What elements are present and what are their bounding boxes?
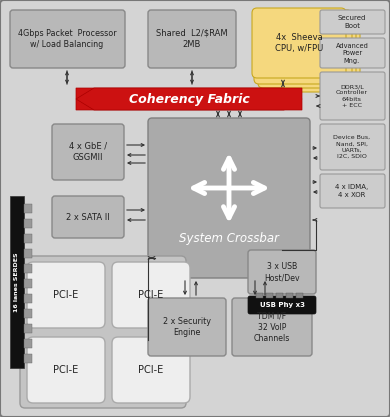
- FancyBboxPatch shape: [232, 298, 312, 356]
- Text: 16 lanes SERDES: 16 lanes SERDES: [14, 252, 20, 312]
- Bar: [286, 293, 293, 298]
- FancyBboxPatch shape: [320, 72, 385, 120]
- Bar: [24, 354, 32, 363]
- FancyBboxPatch shape: [254, 10, 352, 84]
- Text: 2 x Security
Engine: 2 x Security Engine: [163, 317, 211, 337]
- Bar: [24, 219, 32, 228]
- Text: PCI-E: PCI-E: [53, 290, 79, 300]
- Text: Advanced
Power
Mng.: Advanced Power Mng.: [335, 43, 369, 63]
- Text: 4x  Sheeva
CPU, w/FPU: 4x Sheeva CPU, w/FPU: [275, 33, 323, 53]
- Text: 2 x SATA II: 2 x SATA II: [66, 213, 110, 221]
- FancyBboxPatch shape: [262, 18, 360, 92]
- Bar: [24, 264, 32, 273]
- FancyBboxPatch shape: [112, 262, 190, 328]
- FancyBboxPatch shape: [52, 196, 124, 238]
- FancyBboxPatch shape: [248, 296, 316, 314]
- Text: System Crossbar: System Crossbar: [179, 231, 279, 244]
- Text: PCI-E: PCI-E: [53, 365, 79, 375]
- Bar: [256, 293, 263, 298]
- Bar: [24, 339, 32, 348]
- FancyBboxPatch shape: [320, 10, 385, 34]
- FancyBboxPatch shape: [320, 38, 385, 68]
- Text: TDM I/F
32 VoIP
Channels: TDM I/F 32 VoIP Channels: [254, 311, 290, 343]
- Bar: [24, 324, 32, 333]
- FancyBboxPatch shape: [148, 10, 236, 68]
- Text: DDR3/L
Controller
64bits
+ ECC: DDR3/L Controller 64bits + ECC: [336, 84, 368, 108]
- Text: Device Bus,
Nand, SPI,
UARTs,
I2C, SDIO: Device Bus, Nand, SPI, UARTs, I2C, SDIO: [333, 135, 370, 159]
- FancyArrow shape: [76, 88, 302, 110]
- Bar: [24, 294, 32, 303]
- Text: PCI-E: PCI-E: [138, 290, 164, 300]
- Bar: [24, 309, 32, 318]
- Bar: [24, 204, 32, 213]
- Text: Coherency Fabric: Coherency Fabric: [129, 93, 249, 106]
- Text: 4 x GbE /
GSGMII: 4 x GbE / GSGMII: [69, 142, 107, 162]
- FancyBboxPatch shape: [148, 118, 310, 278]
- Bar: [24, 279, 32, 288]
- FancyBboxPatch shape: [27, 262, 105, 328]
- FancyBboxPatch shape: [112, 337, 190, 403]
- FancyBboxPatch shape: [52, 124, 124, 180]
- Text: 4 x IDMA,
4 x XOR: 4 x IDMA, 4 x XOR: [335, 184, 369, 198]
- FancyBboxPatch shape: [252, 8, 346, 78]
- FancyBboxPatch shape: [148, 298, 226, 356]
- FancyBboxPatch shape: [258, 14, 356, 88]
- Bar: [276, 293, 283, 298]
- Text: 3 x USB
Host/Dev: 3 x USB Host/Dev: [264, 262, 300, 282]
- Text: 4Gbps Packet  Processor
w/ Load Balancing: 4Gbps Packet Processor w/ Load Balancing: [18, 29, 116, 49]
- Bar: [24, 249, 32, 258]
- Bar: [10, 196, 24, 368]
- Text: Secured
Boot: Secured Boot: [338, 15, 366, 29]
- FancyBboxPatch shape: [10, 10, 125, 68]
- Text: Shared  L2/$RAM
2MB: Shared L2/$RAM 2MB: [156, 29, 228, 49]
- FancyBboxPatch shape: [320, 174, 385, 208]
- Bar: [76, 88, 302, 110]
- FancyBboxPatch shape: [248, 250, 316, 294]
- Text: PCI-E: PCI-E: [138, 365, 164, 375]
- Bar: [296, 293, 303, 298]
- Text: USB Phy x3: USB Phy x3: [259, 302, 305, 308]
- FancyArrow shape: [76, 88, 302, 110]
- Bar: [266, 293, 273, 298]
- FancyBboxPatch shape: [20, 256, 186, 408]
- FancyBboxPatch shape: [320, 124, 385, 170]
- Bar: [24, 234, 32, 243]
- FancyBboxPatch shape: [27, 337, 105, 403]
